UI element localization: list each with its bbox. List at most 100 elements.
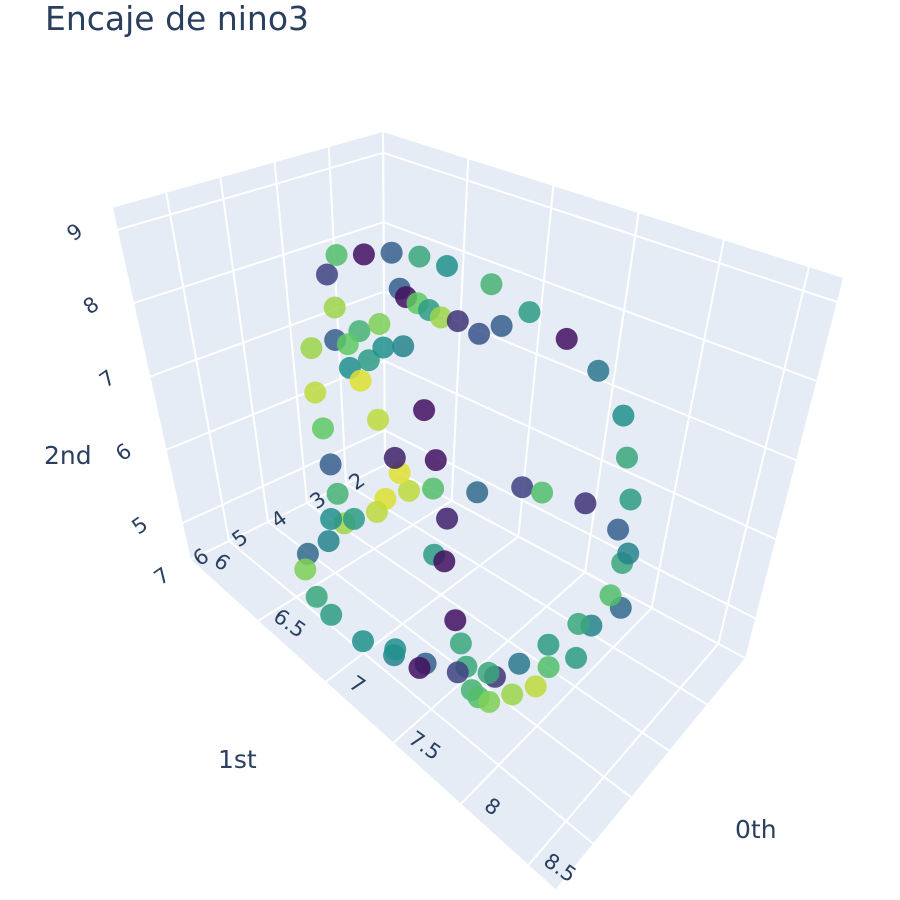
scatter-point [612,404,635,427]
y-gridline [111,207,191,561]
scatter-point [599,584,622,607]
y-gridline [382,131,386,466]
scatter-point [537,656,560,679]
y-gridline [345,483,708,706]
scatter-point [511,476,534,499]
scatter-point [466,481,489,504]
x-gridline [392,571,586,745]
scatter-point [446,310,469,333]
y-gridline [267,521,632,798]
scatter-point [446,661,469,684]
scatter-point [413,399,436,422]
scatter-point [444,609,467,632]
x-gridline [527,643,720,867]
scatter-point [424,449,447,472]
scatter-point [349,369,372,392]
scatter-point [383,446,406,469]
y-gridline [165,192,230,542]
scatter-point [336,333,359,356]
scatter-point [587,359,610,382]
x-gridline [189,464,386,561]
scatter-point [368,313,391,335]
scatter-point [436,507,459,530]
scatter-point [607,518,630,541]
scatter-point [380,241,403,264]
scatter-point [326,482,349,505]
scatter-point [323,296,346,319]
scatter-point [408,245,431,268]
scatter-point [384,638,407,661]
z-tick-label: 6 [111,439,136,466]
z-tick-label: 7 [95,365,120,392]
scene-gridlines [111,131,838,891]
y-gridline [228,540,594,845]
z-gridline [116,151,384,231]
x-gridline [717,266,810,644]
z-tick-label: 5 [127,512,152,539]
x-gridline [650,239,725,609]
scatter-point [617,542,640,565]
scatter-point [422,477,445,500]
scatter-point [343,507,365,530]
scatter-point [555,327,578,350]
scatter-point [320,508,343,530]
x-axis-label: 0th [735,815,777,844]
y-gridline [189,559,556,891]
scatter-point [518,301,541,324]
y-gridline [273,162,308,504]
scatter-point [433,550,456,573]
scatter-point [567,612,590,635]
scatter-point [300,337,323,360]
scatter-point [480,273,503,296]
chart-title: Encaje de nino3 [45,0,309,38]
scatter-point [305,585,328,608]
z-gridline [382,151,838,303]
scatter-point [619,488,642,511]
y-axis-label: 1st [218,745,257,774]
scene-walls [112,132,843,890]
scatter-point [616,446,638,469]
scatter-point [429,306,452,329]
scatter-point [325,244,348,266]
scatter-point [449,632,472,655]
scatter-point [320,603,343,626]
scatter-point [408,656,431,679]
scatter-point [490,314,513,337]
scatter-point [478,690,501,713]
scatter-point [574,492,597,515]
z-tick-label: 9 [62,219,87,246]
scatter-point [357,349,380,372]
y-tick-label: 7 [150,563,175,590]
scatter-point [304,381,327,404]
scatter-point [317,530,340,553]
z-axis-label: 2nd [44,441,92,470]
scatter-point [468,322,491,345]
scatter-point [352,243,375,266]
scatter-point [319,453,342,476]
scatter-point [367,408,389,431]
scatter-point [365,500,388,523]
scatter-point [508,652,531,675]
scatter-point [531,481,554,504]
scatter-point [352,630,374,653]
z-gridline [181,429,386,525]
y-gridline [384,464,746,659]
x-gridline [257,499,453,622]
scatter-point [372,336,395,359]
scatter-point [294,558,317,581]
x-gridline [459,607,653,806]
scatter-point [565,646,588,669]
scatter-point [316,263,338,286]
scatter-point [436,255,458,277]
data-points [294,241,642,713]
y-gridline [219,177,269,523]
scatter-point [501,683,524,706]
z-gridline [383,360,777,541]
z-tick-label: 8 [79,292,104,319]
y-gridline [306,502,670,752]
scatter-point [312,417,334,440]
scatter-point [477,661,500,684]
back-wall [112,132,385,560]
z-gridline [383,221,817,382]
